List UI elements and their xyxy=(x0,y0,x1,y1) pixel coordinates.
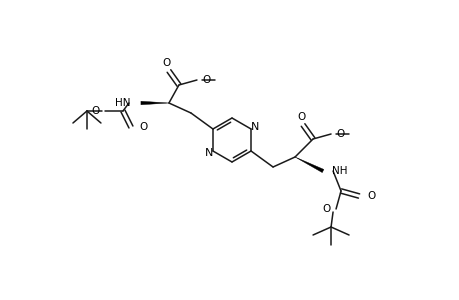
Text: N: N xyxy=(204,148,213,158)
Text: O: O xyxy=(322,204,330,214)
Text: O: O xyxy=(139,122,147,132)
Text: HN: HN xyxy=(115,98,131,108)
Text: O: O xyxy=(336,129,343,139)
Text: O: O xyxy=(202,75,210,85)
Polygon shape xyxy=(140,101,168,105)
Text: NH: NH xyxy=(331,166,347,176)
Polygon shape xyxy=(294,157,323,172)
Text: O: O xyxy=(296,112,304,122)
Text: N: N xyxy=(250,122,259,132)
Text: O: O xyxy=(91,106,100,116)
Text: O: O xyxy=(162,58,171,68)
Text: O: O xyxy=(366,191,375,201)
